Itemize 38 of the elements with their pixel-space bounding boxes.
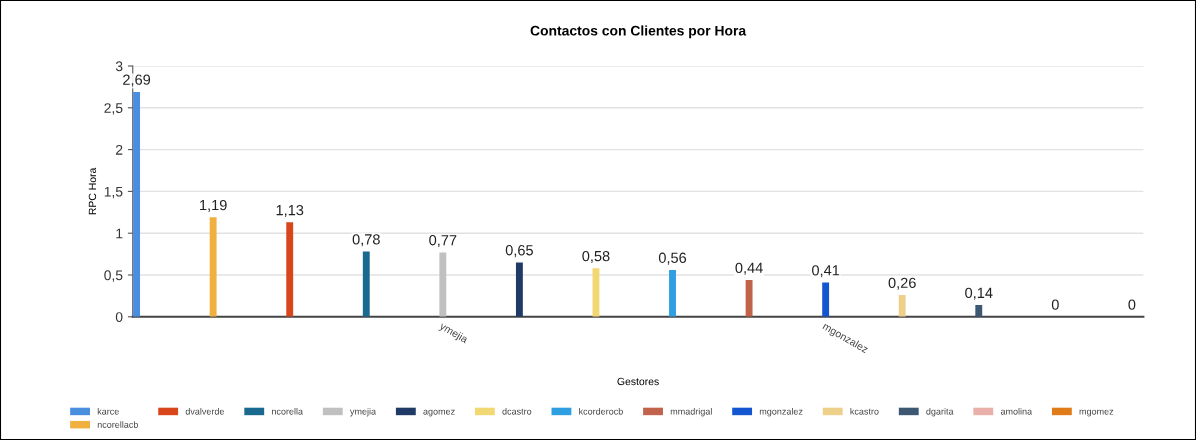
legend-label: ncorellacb bbox=[97, 421, 138, 428]
data-label: 0,58 bbox=[582, 250, 610, 263]
legend-label: amolina bbox=[1000, 408, 1033, 415]
data-label: 0,14 bbox=[965, 287, 993, 300]
data-label: 0,77 bbox=[429, 235, 457, 248]
y-tick-label: 0 bbox=[115, 312, 123, 322]
data-label: 0,56 bbox=[658, 252, 687, 265]
legend-label: ncorella bbox=[272, 408, 304, 415]
data-label: 0,65 bbox=[505, 245, 533, 258]
data-label: 1,13 bbox=[276, 204, 304, 218]
legend-label: karce bbox=[97, 408, 119, 415]
legend-label: dgarita bbox=[926, 408, 954, 417]
data-label: 1,19 bbox=[200, 199, 227, 212]
legend-label: dvalverde bbox=[185, 408, 225, 415]
data-label: 0,78 bbox=[352, 234, 380, 247]
data-label: 0,41 bbox=[812, 265, 840, 278]
legend-label: ymejia bbox=[349, 408, 377, 417]
y-tick-label: 2 bbox=[116, 144, 123, 155]
y-tick-label: 3 bbox=[115, 61, 123, 72]
y-tick-label: 0,5 bbox=[104, 270, 123, 282]
chart-title: Contactos con Clientes por Hora bbox=[530, 25, 747, 39]
legend-label: kcorderocb bbox=[579, 408, 623, 415]
data-label: 0 bbox=[1128, 299, 1136, 310]
legend-label: kcastro bbox=[850, 408, 879, 415]
data-label: 2,69 bbox=[123, 74, 151, 87]
x-axis-title: Gestores bbox=[617, 377, 659, 386]
y-tick-label: 1,5 bbox=[104, 186, 123, 199]
legend-label: mmadrigal bbox=[670, 408, 712, 417]
legend-label: agomez bbox=[423, 409, 455, 417]
y-tick-label: 2,5 bbox=[104, 103, 123, 115]
data-label: 0,26 bbox=[888, 277, 916, 290]
y-tick-label: 1 bbox=[116, 228, 123, 239]
legend-label: dcastro bbox=[502, 408, 532, 415]
legend-label: mgonzalez bbox=[759, 408, 803, 417]
y-axis-title: RPC Hora bbox=[88, 167, 97, 215]
legend-label: mgomez bbox=[1079, 409, 1114, 417]
data-label: 0 bbox=[1051, 299, 1059, 310]
data-label: 0,44 bbox=[735, 262, 763, 275]
